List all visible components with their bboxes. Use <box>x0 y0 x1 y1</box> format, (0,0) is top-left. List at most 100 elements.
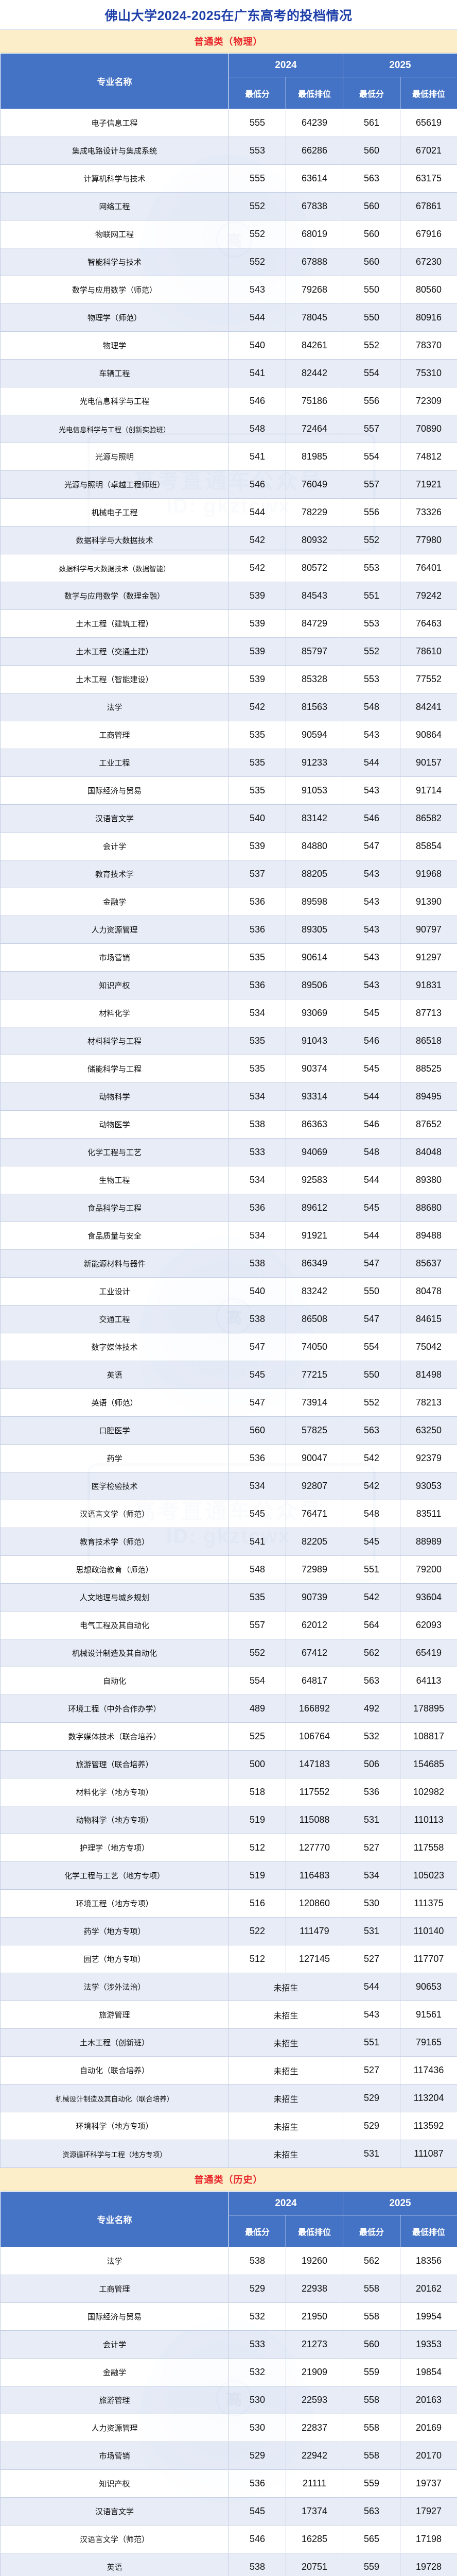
table-row: 光源与照明（卓越工程师班） 546 76049 557 71921 <box>0 470 457 499</box>
min-score-2025-cell: 545 <box>343 1055 400 1083</box>
min-rank-2025-cell: 64113 <box>400 1667 457 1695</box>
major-name-cell: 动物科学 <box>0 1082 229 1111</box>
table-row: 工商管理 529 22938 558 20162 <box>0 2275 457 2303</box>
min-score-2024-cell: 539 <box>228 609 286 638</box>
min-rank-2024-cell: 116483 <box>286 1861 343 1890</box>
min-score-2024-cell: 560 <box>228 1416 286 1445</box>
min-rank-2025-cell: 78610 <box>400 637 457 666</box>
min-rank-2024-cell: 16285 <box>286 2525 343 2553</box>
table-row: 土木工程（智能建设） 539 85328 553 77552 <box>0 665 457 693</box>
min-score-2024-cell: 535 <box>228 1583 286 1612</box>
table-row: 食品科学与工程 536 89612 545 88680 <box>0 1194 457 1222</box>
min-score-2024-cell: 539 <box>228 832 286 860</box>
min-rank-2025-cell: 73326 <box>400 498 457 527</box>
table-row: 电气工程及其自动化 557 62012 564 62093 <box>0 1611 457 1639</box>
min-score-2024-cell: 534 <box>228 1222 286 1250</box>
table-row: 物理学 540 84261 552 78370 <box>0 331 457 360</box>
min-rank-2024-cell: 85797 <box>286 637 343 666</box>
min-rank-2025-cell: 20169 <box>400 2414 457 2442</box>
min-rank-2024-cell: 84729 <box>286 609 343 638</box>
min-score-2025-cell: 543 <box>343 943 400 972</box>
min-score-2024-cell: 535 <box>228 749 286 777</box>
min-rank-2025-cell: 91297 <box>400 943 457 972</box>
min-score-2024-cell: 542 <box>228 554 286 582</box>
major-name-cell: 英语 <box>0 2553 229 2576</box>
min-score-2025-cell: 531 <box>343 2140 400 2168</box>
min-rank-2025-cell: 80478 <box>400 1277 457 1306</box>
min-score-2025-cell: 562 <box>343 1639 400 1667</box>
min-rank-2024-cell: 80572 <box>286 554 343 582</box>
table-row: 土木工程（创新班） 未招生 551 79165 <box>0 2028 457 2057</box>
min-score-2025-cell: 552 <box>343 1388 400 1417</box>
table-row: 环境工程（中外合作办学） 489 166892 492 178895 <box>0 1694 457 1723</box>
column-header-min-rank-2024: 最低排位 <box>286 2215 343 2247</box>
min-score-2024-cell: 532 <box>228 2358 286 2386</box>
min-score-2024-cell: 548 <box>228 415 286 443</box>
min-score-2024-cell: 536 <box>228 971 286 999</box>
min-rank-2025-cell: 62093 <box>400 1611 457 1639</box>
min-rank-2025-cell: 91390 <box>400 888 457 916</box>
table-row: 数字媒体技术（联合培养） 525 106764 532 108817 <box>0 1722 457 1751</box>
min-score-2025-cell: 552 <box>343 331 400 360</box>
min-rank-2025-cell: 76463 <box>400 609 457 638</box>
min-rank-2025-cell: 65619 <box>400 109 457 137</box>
major-name-cell: 汉语言文学（师范） <box>0 1500 229 1528</box>
min-rank-2025-cell: 111087 <box>400 2140 457 2168</box>
major-name-cell: 动物科学（地方专项） <box>0 1806 229 1834</box>
min-rank-2025-cell: 91561 <box>400 2001 457 2029</box>
min-score-2024-cell: 519 <box>228 1861 286 1890</box>
major-name-cell: 材料化学 <box>0 999 229 1027</box>
major-name-cell: 物理学（师范） <box>0 303 229 332</box>
min-score-2025-cell: 545 <box>343 999 400 1027</box>
min-rank-2025-cell: 19954 <box>400 2302 457 2331</box>
min-score-2025-cell: 544 <box>343 1166 400 1194</box>
major-name-cell: 集成电路设计与集成系统 <box>0 137 229 165</box>
min-rank-2024-cell: 66286 <box>286 137 343 165</box>
min-rank-2025-cell: 75310 <box>400 359 457 387</box>
min-score-2025-cell: 554 <box>343 443 400 471</box>
table-row: 光源与照明 541 81985 554 74812 <box>0 443 457 471</box>
min-score-2025-cell: 542 <box>343 1472 400 1500</box>
min-rank-2025-cell: 19854 <box>400 2358 457 2386</box>
min-score-2025-cell: 534 <box>343 1861 400 1890</box>
min-score-2025-cell: 550 <box>343 1277 400 1306</box>
min-rank-2024-cell: 72989 <box>286 1555 343 1584</box>
sections-container: 普通类（物理） 专业名称 2024 2025 最低分 最低排位 最低分 最低排位 电子信息工程 5… <box>0 30 457 2576</box>
major-name-cell: 汉语言文学（师范） <box>0 2525 229 2553</box>
min-rank-2024-cell: 84261 <box>286 331 343 360</box>
min-rank-2025-cell: 111375 <box>400 1889 457 1918</box>
min-score-2024-cell: 543 <box>228 276 286 304</box>
min-rank-2025-cell: 65419 <box>400 1639 457 1667</box>
major-name-cell: 光源与照明 <box>0 443 229 471</box>
major-name-cell: 国际经济与贸易 <box>0 776 229 805</box>
major-name-cell: 法学 <box>0 2247 229 2275</box>
min-rank-2025-cell: 20163 <box>400 2386 457 2414</box>
major-name-cell: 光源与照明（卓越工程师班） <box>0 470 229 499</box>
min-score-2024-cell: 534 <box>228 999 286 1027</box>
min-score-2025-cell: 543 <box>343 2001 400 2029</box>
min-score-2025-cell: 559 <box>343 2358 400 2386</box>
min-score-2025-cell: 532 <box>343 1722 400 1751</box>
column-header-min-rank-2025: 最低排位 <box>400 77 457 109</box>
major-name-cell: 物理学 <box>0 331 229 360</box>
min-rank-2024-cell: 91043 <box>286 1027 343 1055</box>
min-score-2024-cell: 557 <box>228 1611 286 1639</box>
min-score-2025-cell: 551 <box>343 1555 400 1584</box>
table-row: 数学与应用数学（师范） 543 79268 550 80560 <box>0 276 457 304</box>
min-score-2025-cell: 560 <box>343 192 400 221</box>
min-rank-2025-cell: 79165 <box>400 2028 457 2057</box>
min-score-2025-cell: 543 <box>343 860 400 888</box>
min-score-2024-cell: 544 <box>228 303 286 332</box>
min-rank-2024-cell: 78045 <box>286 303 343 332</box>
min-rank-2024-cell: 86363 <box>286 1110 343 1139</box>
no-enrollment-cell-2024: 未招生 <box>228 2140 343 2168</box>
major-name-cell: 自动化（联合培养） <box>0 2056 229 2084</box>
no-enrollment-cell-2024: 未招生 <box>228 2112 343 2140</box>
min-rank-2025-cell: 90797 <box>400 916 457 944</box>
min-score-2024-cell: 541 <box>228 359 286 387</box>
min-rank-2025-cell: 117558 <box>400 1834 457 1862</box>
min-score-2024-cell: 545 <box>228 2497 286 2526</box>
min-score-2025-cell: 560 <box>343 220 400 248</box>
min-rank-2025-cell: 105023 <box>400 1861 457 1890</box>
